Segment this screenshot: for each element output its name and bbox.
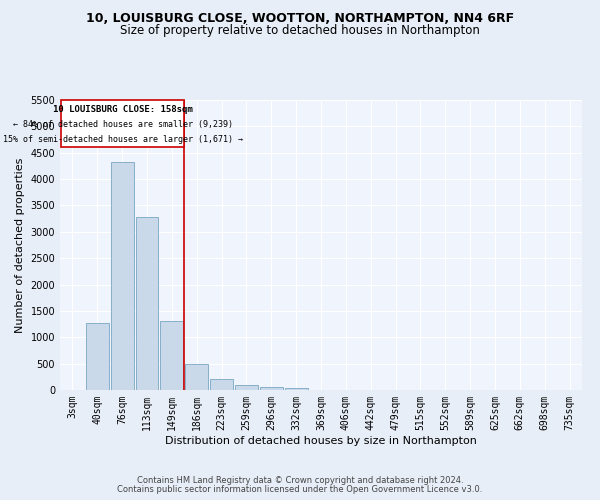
Bar [86, 323, 109, 390]
Bar [235, 386, 258, 390]
Y-axis label: Number of detached properties: Number of detached properties [15, 158, 25, 332]
Bar [260, 386, 283, 390]
FancyBboxPatch shape [61, 100, 184, 148]
Bar [160, 322, 183, 390]
Bar [185, 364, 208, 390]
Text: Contains public sector information licensed under the Open Government Licence v3: Contains public sector information licen… [118, 485, 482, 494]
Bar [210, 378, 233, 390]
Text: Size of property relative to detached houses in Northampton: Size of property relative to detached ho… [120, 24, 480, 37]
Text: ← 84% of detached houses are smaller (9,239): ← 84% of detached houses are smaller (9,… [13, 120, 233, 130]
Bar [111, 162, 134, 390]
Text: 10, LOUISBURG CLOSE, WOOTTON, NORTHAMPTON, NN4 6RF: 10, LOUISBURG CLOSE, WOOTTON, NORTHAMPTO… [86, 12, 514, 26]
Text: 15% of semi-detached houses are larger (1,671) →: 15% of semi-detached houses are larger (… [3, 136, 243, 144]
Bar [136, 217, 158, 390]
X-axis label: Distribution of detached houses by size in Northampton: Distribution of detached houses by size … [165, 436, 477, 446]
Text: 10 LOUISBURG CLOSE: 158sqm: 10 LOUISBURG CLOSE: 158sqm [53, 106, 193, 114]
Bar [285, 388, 308, 390]
Text: Contains HM Land Registry data © Crown copyright and database right 2024.: Contains HM Land Registry data © Crown c… [137, 476, 463, 485]
